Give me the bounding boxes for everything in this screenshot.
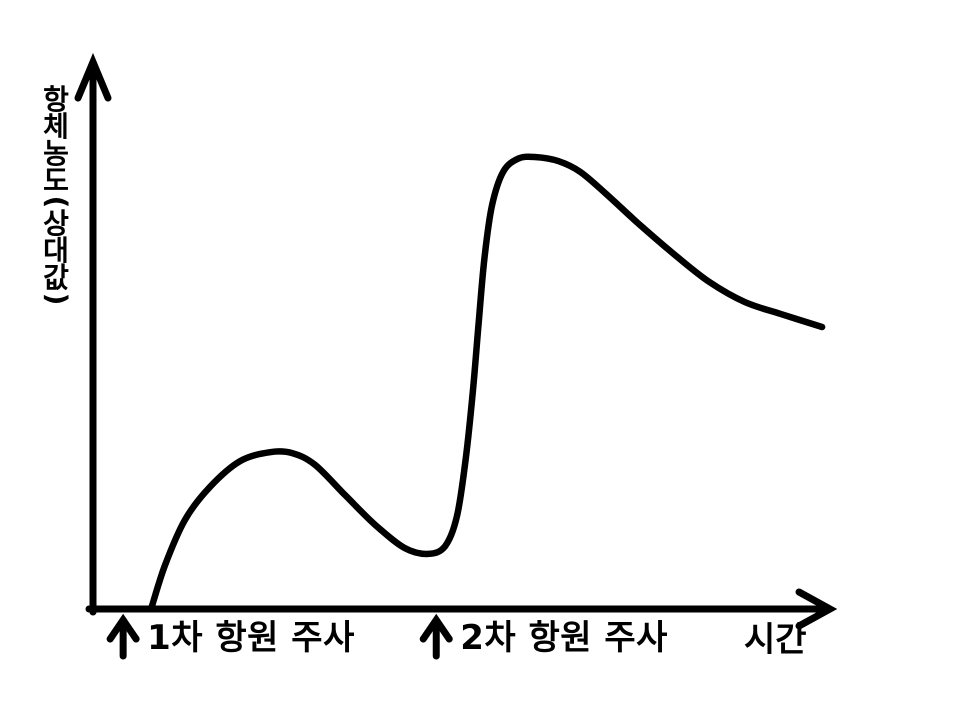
y-axis-label-char: 값 [43, 261, 69, 294]
y-axis-label-char: 항 [43, 83, 69, 116]
y-axis [74, 52, 112, 616]
y-axis-label: 항 체 농 도(상 대 값) [36, 86, 76, 307]
up-arrow-icon [106, 613, 140, 643]
y-axis-label-char: ) [39, 292, 73, 306]
annotation-primary-injection: 1차 항원 주사 [147, 616, 355, 660]
x-axis-title-label: 시간 [744, 620, 807, 660]
y-axis-label-char: ( [39, 195, 73, 209]
annotation-primary-injection-label: 1차 항원 주사 [147, 618, 355, 658]
antibody-concentration-curve [147, 153, 826, 613]
y-axis-label-char: 대 [43, 234, 69, 267]
annotation-secondary-injection-label: 2차 항원 주사 [460, 618, 668, 658]
y-axis-label-char: 농 [43, 137, 69, 170]
x-axis-arrowhead-icon [795, 588, 838, 630]
y-axis-label-char: 도 [43, 164, 69, 197]
y-axis-label-char: 상 [43, 207, 69, 240]
injection-marker-arrows [106, 613, 453, 660]
x-axis [85, 588, 838, 630]
x-axis-title: 시간 [744, 618, 807, 662]
annotation-secondary-injection: 2차 항원 주사 [460, 616, 668, 660]
up-arrow-icon [419, 613, 453, 643]
y-axis-arrowhead-icon [74, 52, 112, 102]
y-axis-label-char: 체 [43, 110, 69, 143]
